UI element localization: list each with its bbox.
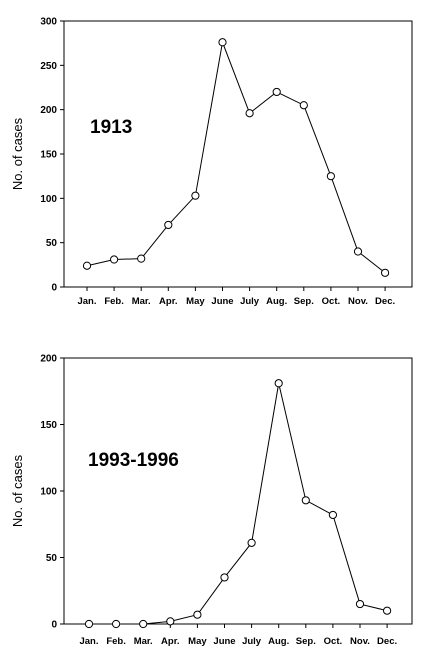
data-point <box>328 510 337 520</box>
data-point <box>139 619 148 629</box>
data-point <box>383 606 392 615</box>
y-tick-label: 100 <box>40 487 57 498</box>
x-tick-label: Sep. <box>294 296 314 307</box>
data-point <box>301 496 310 505</box>
data-point <box>299 101 308 110</box>
series-line <box>89 383 388 625</box>
data-point <box>245 109 254 118</box>
data-point <box>353 247 363 256</box>
x-tick-label: Nov. <box>348 296 368 307</box>
year-annotation: 1993-1996 <box>88 450 179 471</box>
x-tick-label: June <box>211 296 233 307</box>
x-tick-label: Feb. <box>106 636 126 647</box>
x-tick-label: July <box>240 296 260 307</box>
x-tick-label: Aug. <box>266 296 287 307</box>
y-tick-label: 150 <box>40 420 57 431</box>
y-axis-label: No. of cases <box>10 454 25 527</box>
data-point <box>110 255 119 264</box>
data-point <box>220 573 229 582</box>
x-tick-label: Dec. <box>377 636 397 647</box>
chart-1: 0 50 100 150 200 250 300 Jan. Feb. Mar. Apr. May Jun… <box>10 17 413 307</box>
data-point <box>193 610 202 619</box>
x-tick-label: Jan. <box>77 296 96 307</box>
data-point <box>112 619 121 629</box>
x-tick-label: Oct. <box>324 636 342 647</box>
x-tick-label: July <box>242 636 262 647</box>
year-annotation: 1913 <box>90 117 132 138</box>
data-point <box>191 191 200 200</box>
x-tick-label: Apr. <box>159 296 177 307</box>
data-point <box>381 268 390 277</box>
data-point <box>247 538 256 547</box>
data-point <box>272 87 281 97</box>
y-tick-label: 50 <box>46 553 58 564</box>
data-point <box>274 379 283 388</box>
x-tick-label: Oct. <box>322 296 340 307</box>
y-tick-label: 100 <box>40 194 57 205</box>
x-tick-label: Sep. <box>296 636 316 647</box>
x-tick-label: Mar. <box>134 636 153 647</box>
data-point <box>164 220 173 230</box>
plot-frame <box>63 357 413 625</box>
x-tick-label: May <box>188 636 207 647</box>
x-tick-label: Mar. <box>132 296 151 307</box>
chart-2: 0 50 100 150 200 Jan. Feb. Mar. Apr. May June July A… <box>10 354 413 647</box>
y-tick-label: 50 <box>46 238 58 249</box>
x-tick-label: Jan. <box>79 636 98 647</box>
data-point <box>137 254 146 263</box>
x-tick-label: Feb. <box>104 296 124 307</box>
data-point <box>84 619 94 629</box>
y-tick-label: 0 <box>51 283 57 294</box>
y-tick-label: 200 <box>40 105 57 116</box>
plot-frame <box>63 20 413 288</box>
data-point <box>82 261 92 270</box>
data-point <box>218 38 227 47</box>
y-tick-label: 200 <box>40 354 57 365</box>
data-point <box>166 617 175 626</box>
data-point <box>326 172 335 181</box>
x-tick-label: June <box>213 636 235 647</box>
data-point <box>355 599 365 609</box>
x-tick-label: Aug. <box>268 636 289 647</box>
series-line <box>86 40 386 274</box>
y-tick-label: 250 <box>40 61 57 72</box>
y-tick-label: 0 <box>51 620 57 631</box>
x-tick-label: Nov. <box>350 636 370 647</box>
y-tick-label: 300 <box>40 17 57 28</box>
x-tick-label: May <box>186 296 205 307</box>
x-tick-label: Apr. <box>161 636 179 647</box>
y-tick-label: 150 <box>40 150 57 161</box>
y-axis-label: No. of cases <box>10 117 25 190</box>
x-tick-label: Dec. <box>375 296 395 307</box>
